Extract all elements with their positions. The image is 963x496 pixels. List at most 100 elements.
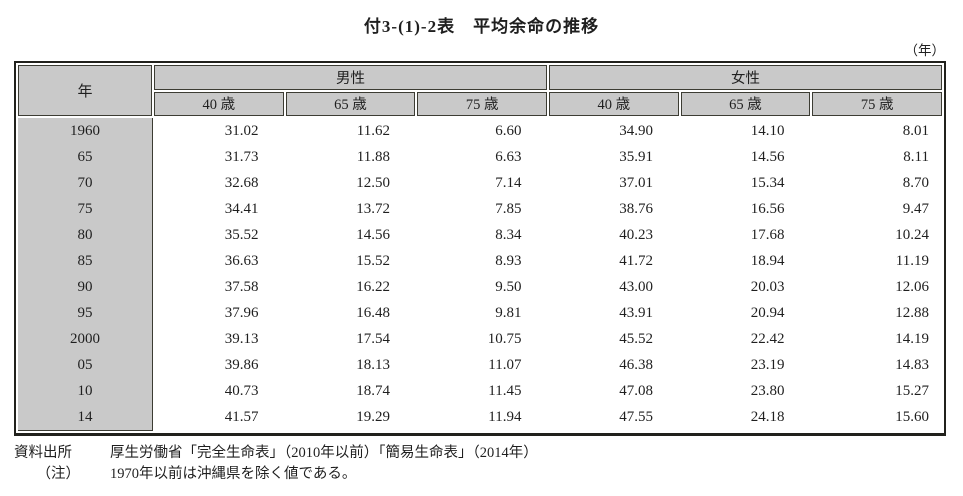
data-cell: 12.50 (356, 174, 390, 191)
data-cell: 8.34 (495, 226, 522, 243)
data-cell: 16.48 (356, 305, 390, 322)
data-cell: 32.68 (224, 174, 259, 191)
age-header-male-40: 40 歳 (154, 91, 284, 116)
data-cell: 9.81 (495, 305, 522, 322)
data-cell: 10.75 (487, 331, 522, 348)
data-cell: 6.60 (495, 122, 522, 139)
data-cell: 14.83 (895, 357, 929, 374)
data-cell: 24.18 (750, 409, 785, 426)
data-cell: 9.50 (495, 279, 522, 296)
data-cell: 31.73 (224, 148, 259, 165)
year-cell: 80 (77, 226, 93, 243)
age-header-male-75: 75 歳 (417, 91, 547, 116)
data-cell: 18.74 (356, 383, 390, 400)
data-cell: 11.07 (488, 357, 522, 374)
data-cell: 37.01 (619, 174, 653, 191)
data-cell: 31.02 (224, 122, 259, 139)
data-cell: 11.19 (895, 252, 929, 269)
data-cell: 39.13 (224, 331, 259, 348)
data-cell: 13.72 (356, 200, 390, 217)
data-cell: 40.73 (224, 383, 259, 400)
data-cell: 8.93 (495, 252, 522, 269)
data-cell: 18.13 (356, 357, 390, 374)
male-group-header: 男性 (154, 65, 547, 90)
data-cell: 18.94 (750, 252, 785, 269)
data-cell: 43.91 (619, 305, 653, 322)
data-cell: 22.42 (750, 331, 785, 348)
data-cell: 10.24 (895, 226, 929, 243)
year-cell: 70 (77, 174, 93, 191)
data-cell: 16.56 (750, 200, 785, 217)
data-cell: 14.19 (895, 331, 929, 348)
data-cell: 46.38 (619, 357, 653, 374)
data-cell: 12.88 (895, 305, 929, 322)
data-cell: 15.27 (895, 383, 929, 400)
note-text: 1970年以前は沖縄県を除く値である。 (110, 466, 357, 482)
age-header-female-75: 75 歳 (812, 91, 942, 116)
year-cell: 85 (77, 252, 93, 269)
table-body: 1960 65 70 75 80 85 90 95 2000 05 10 14 31.02 11.62 6… (18, 118, 942, 431)
age-header-female-40: 40 歳 (549, 91, 679, 116)
data-cell: 16.22 (356, 279, 390, 296)
data-cell: 47.08 (619, 383, 653, 400)
data-cell: 15.60 (895, 409, 929, 426)
data-cell: 35.52 (224, 226, 259, 243)
data-cell: 11.88 (356, 148, 390, 165)
year-column-header: 年 (18, 65, 152, 116)
data-cell: 34.90 (619, 122, 653, 139)
data-cell: 38.76 (619, 200, 653, 217)
note-label: （注） (36, 466, 81, 482)
table-title: 付3-(1)-2表 平均余命の推移 (363, 17, 600, 36)
age-header-male-65: 65 歳 (285, 91, 416, 116)
data-cell: 12.06 (895, 279, 929, 296)
year-cell: 10 (77, 382, 93, 399)
year-column-body: 1960 65 70 75 80 85 90 95 2000 05 10 14 (18, 118, 153, 431)
data-cell: 36.63 (224, 252, 259, 269)
data-cell: 40.23 (619, 226, 653, 243)
data-cell: 9.47 (902, 200, 929, 217)
data-cell: 8.11 (903, 148, 929, 165)
data-grid: 31.02 11.62 6.60 34.90 14.10 8.01 31.73 11.88 6.… (153, 118, 942, 431)
table-header: 年 男性 女性 40 歳 65 歳 75 歳 40 歳 65 歳 75 歳 (18, 65, 942, 116)
female-group-header: 女性 (549, 65, 942, 90)
data-cell: 11.94 (488, 409, 522, 426)
data-cell: 45.52 (619, 331, 653, 348)
data-cell: 14.10 (750, 122, 785, 139)
data-cell: 39.86 (224, 357, 259, 374)
data-cell: 34.41 (224, 200, 259, 217)
year-cell: 2000 (70, 330, 100, 347)
data-cell: 37.96 (224, 305, 259, 322)
data-cell: 11.45 (488, 383, 522, 400)
data-cell: 6.63 (495, 148, 522, 165)
data-cell: 23.19 (750, 357, 785, 374)
data-cell: 17.54 (356, 331, 390, 348)
year-cell: 14 (77, 408, 93, 425)
data-cell: 41.57 (224, 409, 259, 426)
source-label: 資料出所 (14, 445, 72, 461)
data-cell: 23.80 (750, 383, 785, 400)
data-cell: 15.52 (356, 252, 390, 269)
data-cell: 37.58 (224, 279, 259, 296)
data-cell: 19.29 (356, 409, 390, 426)
data-cell: 7.14 (495, 174, 522, 191)
data-cell: 14.56 (356, 226, 390, 243)
year-cell: 90 (77, 278, 93, 295)
life-expectancy-table: 年 男性 女性 40 歳 65 歳 75 歳 40 歳 65 歳 75 歳 19… (14, 61, 946, 436)
data-cell: 43.00 (619, 279, 653, 296)
data-cell: 14.56 (750, 148, 785, 165)
data-cell: 20.03 (750, 279, 785, 296)
data-cell: 15.34 (750, 174, 785, 191)
data-cell: 7.85 (495, 200, 522, 217)
year-cell: 65 (77, 148, 93, 165)
year-cell: 75 (77, 200, 93, 217)
source-text: 厚生労働省「完全生命表」（2010年以前）「簡易生命表」（2014年） (110, 445, 538, 461)
year-cell: 1960 (70, 122, 100, 139)
unit-label: （年） (904, 43, 946, 58)
year-cell: 95 (77, 304, 93, 321)
data-cell: 41.72 (619, 252, 653, 269)
data-cell: 8.70 (902, 174, 929, 191)
footnotes: 資料出所 厚生労働省「完全生命表」（2010年以前）「簡易生命表」（2014年）… (14, 443, 538, 484)
data-cell: 17.68 (750, 226, 785, 243)
data-cell: 11.62 (356, 122, 390, 139)
